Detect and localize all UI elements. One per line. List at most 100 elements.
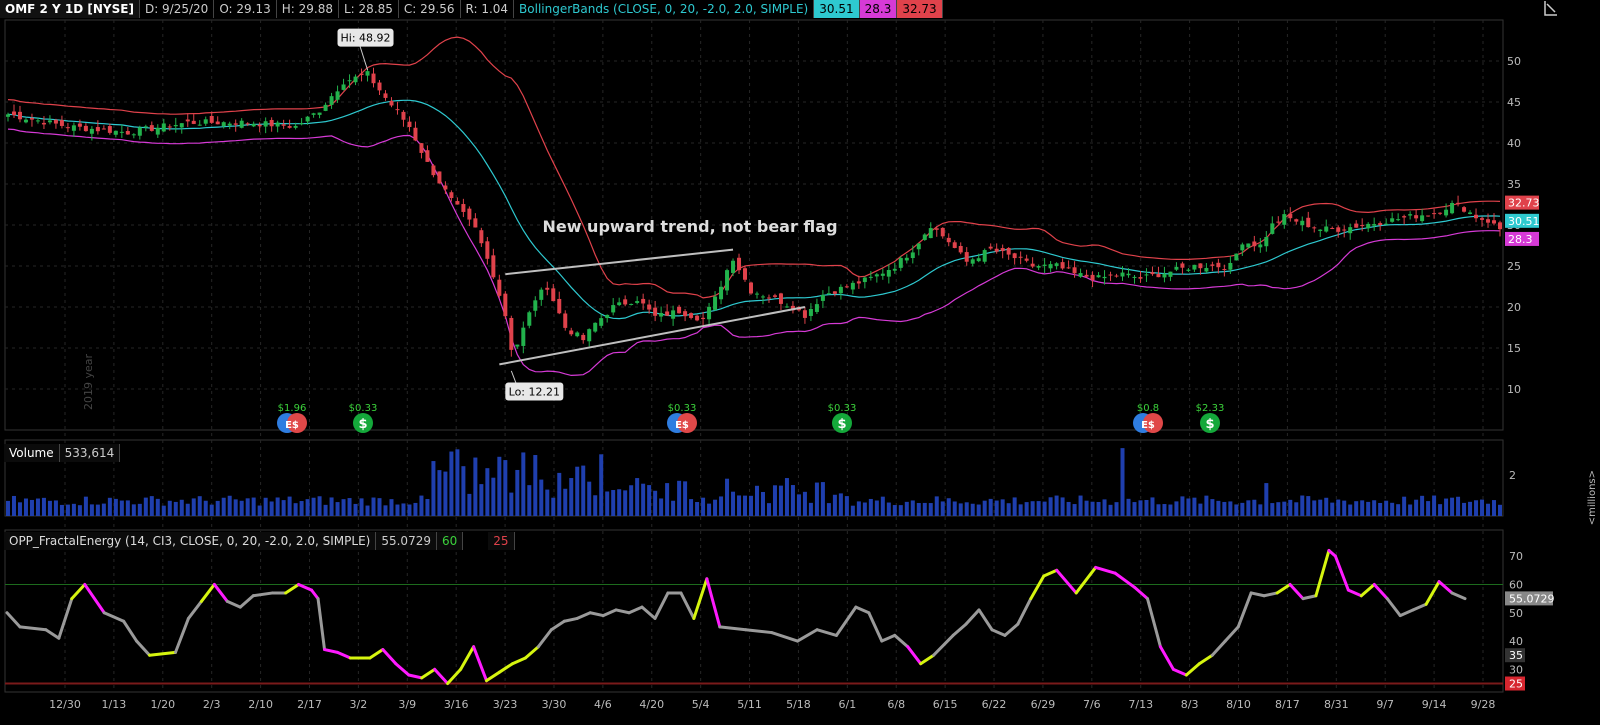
candle-body [1414,215,1419,219]
candle-body [1450,203,1455,214]
candle-body [227,123,232,126]
candle-body [17,111,22,120]
fractal-line-segment [472,645,489,683]
candle-body [976,258,981,262]
volume-y-tick: 2 [1509,469,1516,482]
candle-body [665,311,670,316]
volume-bar [1420,495,1425,516]
candle-body [1078,273,1083,277]
candle-body [898,258,903,268]
candle-body [838,286,843,294]
volume-bar [143,497,148,516]
low-value: L: 28.85 [339,0,399,18]
volume-bar [982,500,987,516]
fractal-line-segment [1346,588,1363,598]
candle-body [287,126,292,128]
volume-bar [1384,500,1389,516]
volume-bar [1438,504,1443,516]
volume-bar [778,485,783,516]
fractal-line-segment [1055,568,1078,595]
y-tick-label: 50 [1507,55,1521,68]
volume-bar [1408,504,1413,516]
volume-bar [215,500,220,516]
volume-bar [1186,498,1191,516]
candle-body [1330,228,1335,230]
fractal-line-segment [44,628,61,640]
y-tick-label: 15 [1507,342,1521,355]
volume-bar [305,499,310,516]
candle-body [443,185,448,190]
volume-bar [695,502,700,516]
candle-body [119,131,124,133]
volume-bar [1432,495,1437,516]
dividend-icon [1143,413,1163,433]
candle-body [137,127,142,136]
y-tick-label: 25 [1507,260,1521,273]
volume-bar [299,501,304,516]
fractal-line-segment [653,591,670,620]
bollinger-label[interactable]: BollingerBands (CLOSE, 0, 20, -2.0, 2.0,… [514,0,815,18]
volume-bar [940,501,945,516]
trendline-upper [505,248,734,276]
candle-body [1126,273,1131,276]
x-tick-label: 1/13 [102,698,127,711]
volume-bar [509,492,514,516]
drawing-tool-icon[interactable] [1542,0,1560,18]
candle-body [647,304,652,310]
candle-body [311,113,316,115]
candle-body [814,304,819,312]
candle-body [1048,264,1053,269]
candle-body [5,114,10,117]
fractal-line-segment [575,611,592,620]
volume-bar [1042,501,1047,516]
candle-body [1186,269,1191,271]
candle-body [958,246,963,253]
volume-bar [581,465,586,516]
fractal-line-segment [497,662,514,674]
candle-body [209,116,214,123]
dividend-icon [287,413,307,433]
candle-body [281,124,286,126]
volume-bar [443,471,448,516]
candle-body [413,127,418,141]
candle-body [1426,215,1431,217]
fractal-y-tick: 50 [1509,607,1523,620]
candle-body [695,315,700,321]
symbol-label[interactable]: OMF 2 Y 1D [NYSE] [0,0,140,18]
candle-body [449,192,454,199]
candle-body [569,330,574,335]
fractal-line-segment [692,577,709,620]
fractal-line-segment [225,599,242,609]
candle-body [1270,223,1275,234]
fractal-line-segment [1385,597,1402,618]
candle-body [1408,214,1413,216]
candle-body [347,80,352,82]
candle-body [479,230,484,244]
fractal-axis-tag [1505,676,1525,691]
volume-bar [1246,500,1251,516]
candle-body [1246,243,1251,248]
volume-bar [1348,504,1353,516]
x-tick-label: 9/28 [1471,698,1496,711]
candle-body [832,291,837,294]
volume-bar [1036,501,1041,516]
candle-body [629,303,634,305]
volume-bar [856,501,861,516]
volume-bar [629,485,634,516]
candle-body [275,122,280,127]
volume-bar [599,454,604,516]
volume-bar [725,478,730,516]
volume-bar [653,490,658,516]
volume-bar [1312,500,1317,516]
volume-bar [677,480,682,516]
bb-up-value: 32.73 [897,0,943,18]
volume-bar [83,496,88,516]
volume-bar [635,478,640,516]
candle-body [970,259,975,264]
fractal-title[interactable]: OPP_FractalEnergy (14, CI3, CLOSE, 0, 20… [4,532,377,550]
event-label: $0.8 [1137,403,1159,414]
candle-body [1498,222,1503,230]
candle-body [1474,214,1479,219]
candle-body [934,228,939,230]
